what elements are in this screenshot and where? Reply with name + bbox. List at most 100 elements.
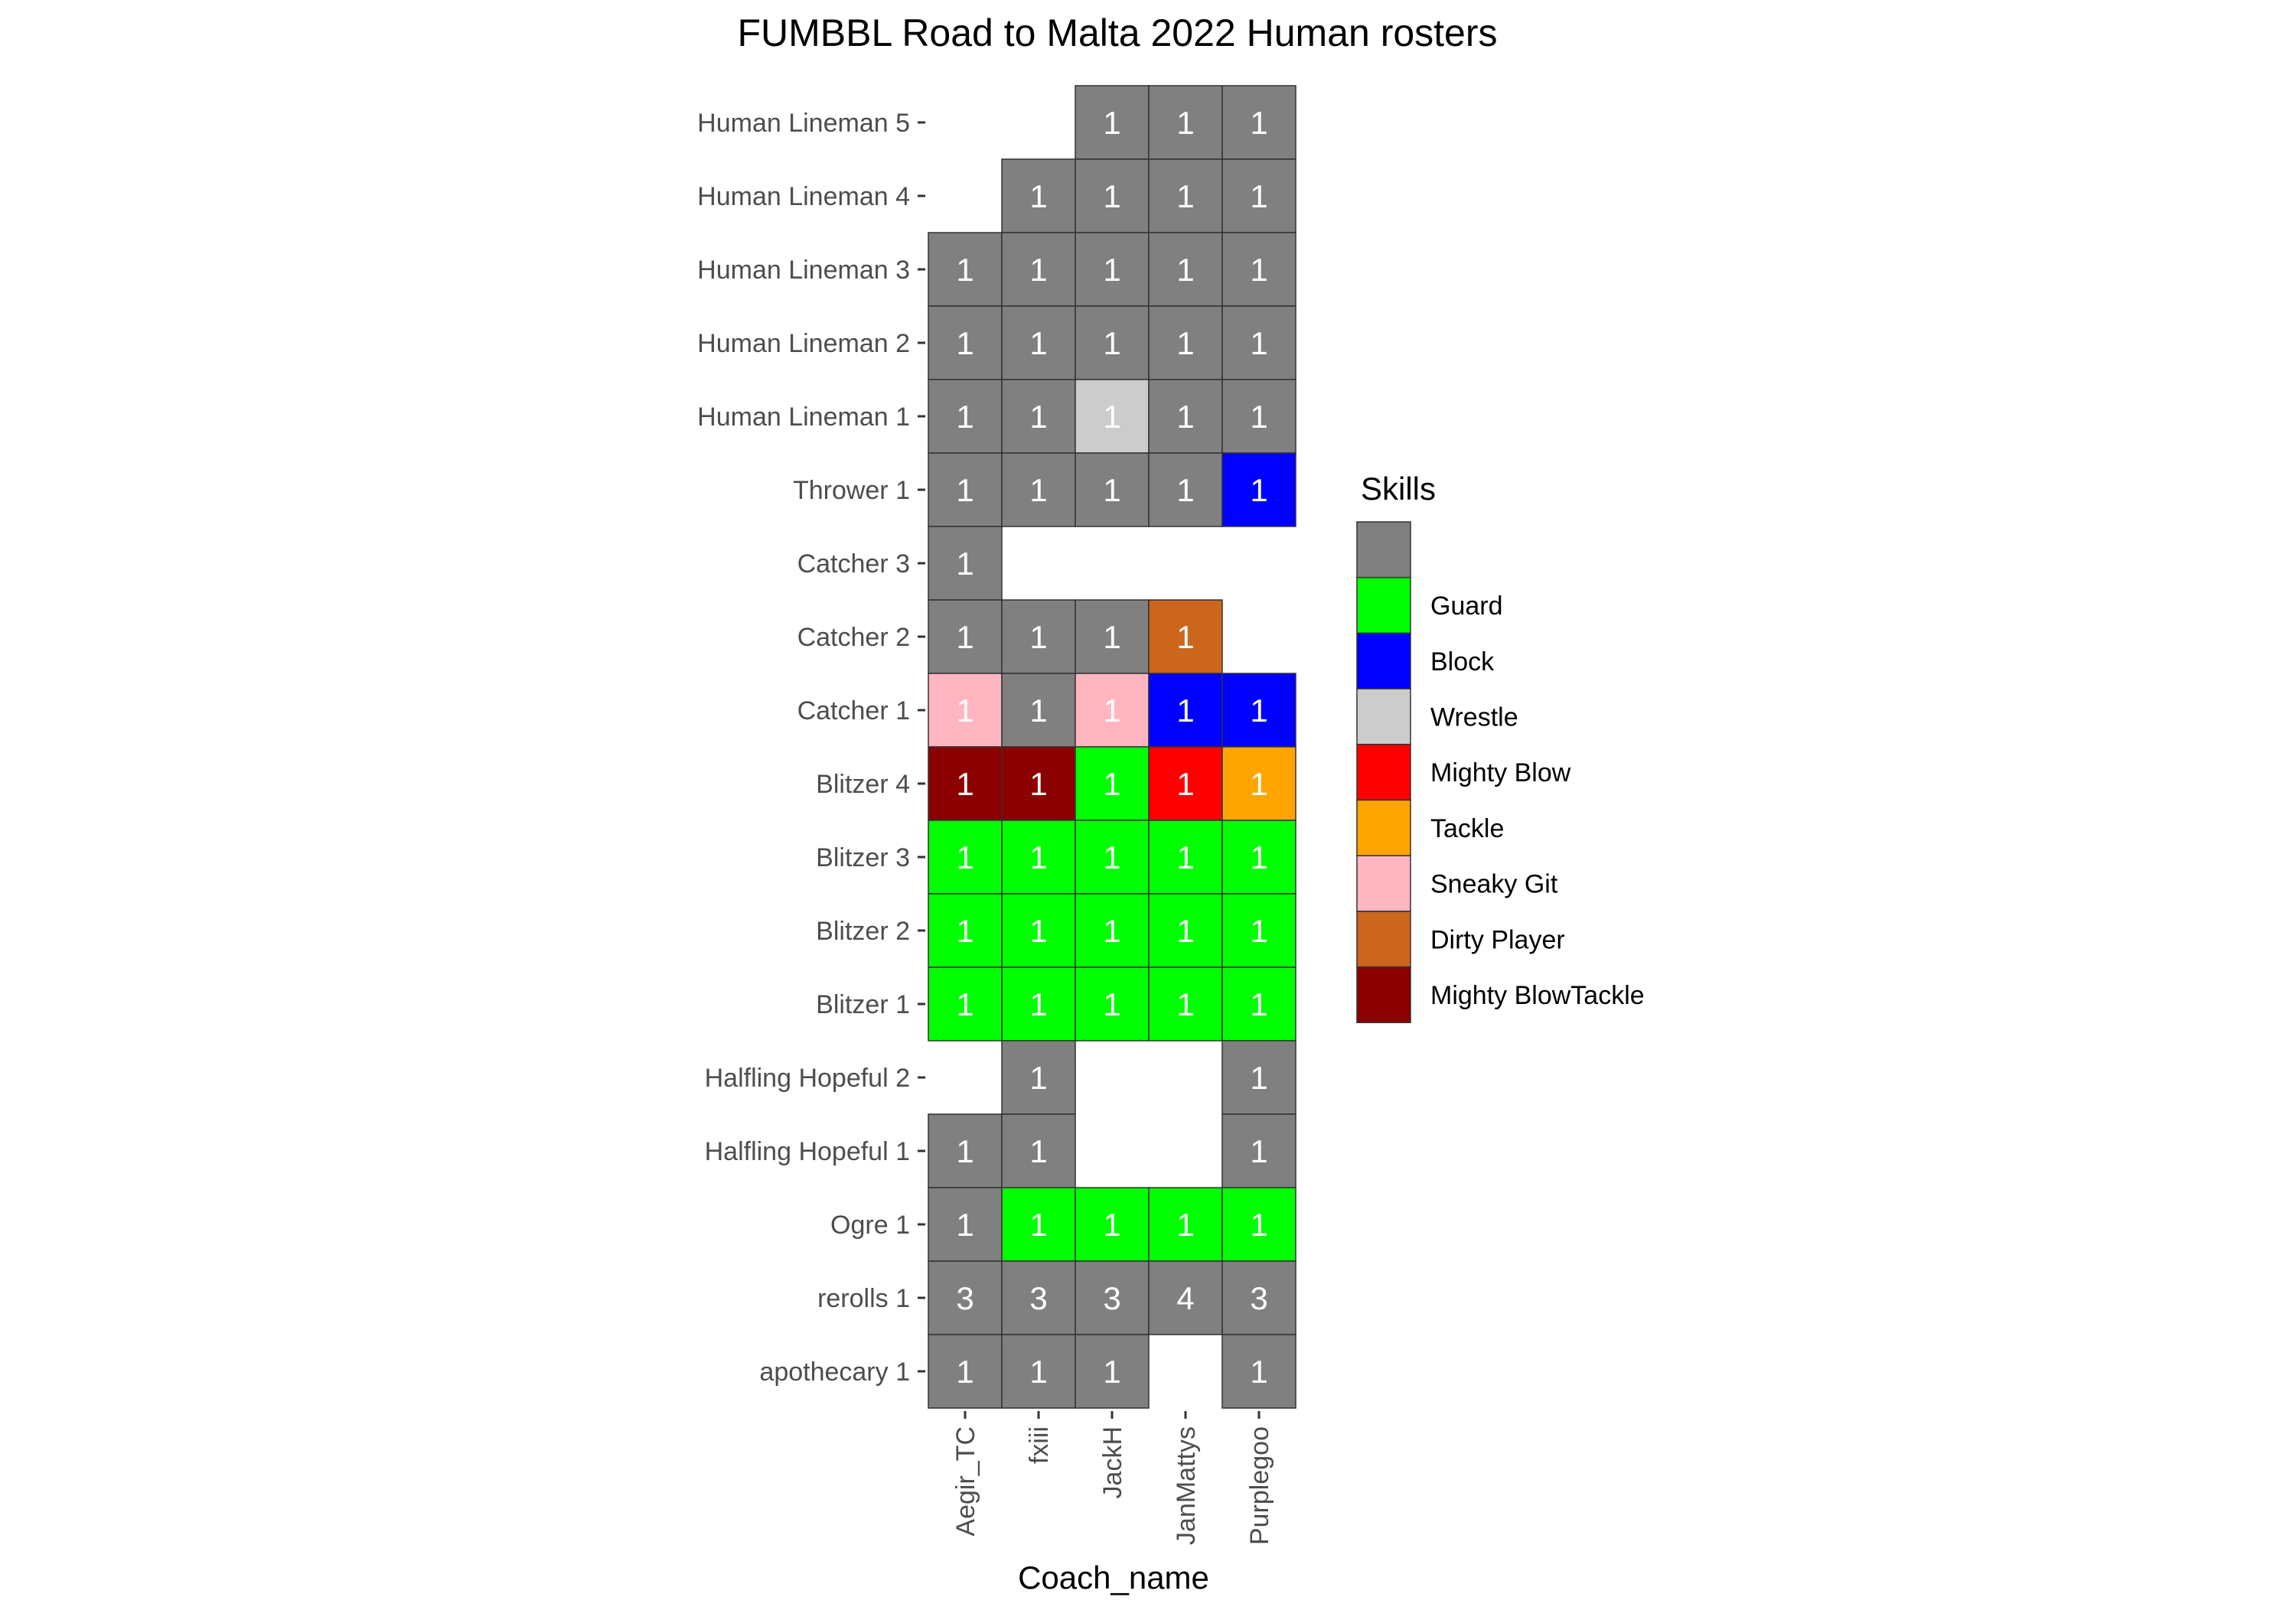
cell-value-blitzer-4-janmattys: 1 [1176, 766, 1194, 802]
legend-key-guard [1356, 576, 1411, 634]
y-tick-label-halfling-hopeful-2: Halfling Hopeful 2 [705, 1064, 910, 1093]
cell-value-blitzer-4-aegir-tc: 1 [956, 766, 974, 802]
cell-value-halfling-hopeful-1-fxiii: 1 [1029, 1133, 1047, 1169]
cell-value-human-lineman-5-jackh: 1 [1103, 105, 1120, 141]
cell-value-blitzer-4-jackh: 1 [1103, 766, 1120, 802]
cell-value-human-lineman-3-purplegoo: 1 [1250, 252, 1267, 288]
cell-value-human-lineman-1-janmattys: 1 [1176, 399, 1194, 435]
heatmap-cell-blitzer-4-fxiii [1001, 746, 1076, 821]
heatmap-cell-ogre-1-purplegoo [1221, 1187, 1296, 1262]
heatmap-cell-human-lineman-1-fxiii [1001, 379, 1076, 454]
cell-value-blitzer-1-fxiii: 1 [1029, 986, 1047, 1022]
heatmap-cell-thrower-1-jackh [1075, 452, 1150, 527]
legend-label-mighty-blow: Mighty Blow [1430, 758, 1571, 787]
legend-label-sneaky-git: Sneaky Git [1430, 870, 1558, 899]
legend-label-dirty-player: Dirty Player [1430, 925, 1565, 954]
cell-value-ogre-1-aegir-tc: 1 [956, 1207, 974, 1243]
cell-value-apothecary-1-fxiii: 1 [1029, 1354, 1047, 1390]
heatmap-cell-human-lineman-3-jackh [1075, 232, 1150, 307]
cell-value-apothecary-1-purplegoo: 1 [1250, 1354, 1267, 1390]
heatmap-cell-ogre-1-fxiii [1001, 1187, 1076, 1262]
cell-value-human-lineman-2-fxiii: 1 [1029, 325, 1047, 361]
cell-value-rerolls-1-janmattys: 4 [1176, 1280, 1194, 1316]
heatmap-cell-human-lineman-5-jackh [1075, 85, 1150, 160]
y-tick-label-human-lineman-2: Human Lineman 2 [697, 329, 910, 358]
cell-value-human-lineman-4-purplegoo: 1 [1250, 178, 1267, 214]
y-tick-label-catcher-1: Catcher 1 [797, 696, 910, 725]
heatmap-cell-apothecary-1-fxiii [1001, 1334, 1076, 1409]
heatmap-cell-human-lineman-1-jackh [1075, 379, 1150, 454]
y-tick-label-blitzer-4: Blitzer 4 [816, 770, 910, 799]
heatmap-cell-blitzer-1-jackh [1075, 966, 1150, 1041]
cell-value-catcher-1-fxiii: 1 [1029, 693, 1047, 729]
cell-value-rerolls-1-aegir-tc: 3 [956, 1280, 974, 1316]
x-tick-label-jackh: JackH [1098, 1426, 1127, 1498]
y-tick-label-apothecary-1: apothecary 1 [759, 1358, 910, 1387]
heatmap-cell-human-lineman-1-aegir-tc [928, 379, 1003, 454]
heatmap-cell-human-lineman-1-purplegoo [1221, 379, 1296, 454]
legend-key-wrestle [1356, 688, 1411, 745]
cell-value-catcher-2-aegir-tc: 1 [956, 619, 974, 655]
cell-value-catcher-2-janmattys: 1 [1176, 619, 1194, 655]
x-axis-title: Coach_name [1018, 1560, 1209, 1596]
cell-value-catcher-2-fxiii: 1 [1029, 619, 1047, 655]
heatmap-cell-blitzer-4-purplegoo [1221, 746, 1296, 821]
heatmap-cell-blitzer-3-janmattys [1148, 820, 1223, 895]
heatmap-cell-human-lineman-2-janmattys [1148, 305, 1223, 380]
cell-value-human-lineman-2-janmattys: 1 [1176, 325, 1194, 361]
heatmap-cell-halfling-hopeful-1-fxiii [1001, 1113, 1076, 1188]
cell-value-human-lineman-4-jackh: 1 [1103, 178, 1120, 214]
heatmap-cell-blitzer-1-aegir-tc [928, 966, 1003, 1041]
cell-value-thrower-1-aegir-tc: 1 [956, 472, 974, 508]
cell-value-rerolls-1-purplegoo: 3 [1250, 1280, 1267, 1316]
heatmap-cell-apothecary-1-purplegoo [1221, 1334, 1296, 1409]
cell-value-human-lineman-1-jackh: 1 [1103, 399, 1120, 435]
cell-value-blitzer-4-fxiii: 1 [1029, 766, 1047, 802]
y-tick-label-human-lineman-5: Human Lineman 5 [697, 109, 910, 138]
legend-key-tackle [1356, 799, 1411, 856]
heatmap-cell-rerolls-1-fxiii [1001, 1260, 1076, 1335]
cell-value-blitzer-3-purplegoo: 1 [1250, 839, 1267, 875]
x-tick-label-aegir-tc: Aegir_TC [951, 1426, 980, 1537]
cell-value-blitzer-3-fxiii: 1 [1029, 839, 1047, 875]
heatmap-cell-rerolls-1-jackh [1075, 1260, 1150, 1335]
cell-value-blitzer-4-purplegoo: 1 [1250, 766, 1267, 802]
heatmap-cell-thrower-1-aegir-tc [928, 452, 1003, 527]
heatmap-cell-blitzer-2-purplegoo [1221, 893, 1296, 968]
legend-label-guard: Guard [1430, 592, 1503, 621]
heatmap-cell-catcher-2-jackh [1075, 599, 1150, 674]
heatmap-cell-human-lineman-3-purplegoo [1221, 232, 1296, 307]
y-tick-label-human-lineman-3: Human Lineman 3 [697, 256, 910, 285]
cell-value-rerolls-1-fxiii: 3 [1029, 1280, 1047, 1316]
y-tick-label-catcher-2: Catcher 2 [797, 623, 910, 652]
x-axis: Aegir_TC fxiii JackH JanMattys Purplegoo [951, 1411, 1274, 1545]
legend-label-tackle: Tackle [1430, 814, 1504, 843]
y-tick-label-blitzer-1: Blitzer 1 [816, 990, 910, 1019]
heatmap-cell-human-lineman-5-purplegoo [1221, 85, 1296, 160]
y-tick-label-halfling-hopeful-1: Halfling Hopeful 1 [705, 1137, 910, 1166]
heatmap-cell-catcher-1-purplegoo [1221, 673, 1296, 748]
cell-value-blitzer-2-fxiii: 1 [1029, 913, 1047, 949]
x-tick-label-janmattys: JanMattys [1172, 1426, 1201, 1545]
cell-value-halfling-hopeful-2-fxiii: 1 [1029, 1060, 1047, 1096]
heatmap-cell-human-lineman-3-aegir-tc [928, 232, 1003, 307]
heatmap-cell-thrower-1-purplegoo [1221, 452, 1296, 527]
heatmap-cell-blitzer-3-aegir-tc [928, 820, 1003, 895]
cell-value-halfling-hopeful-1-purplegoo: 1 [1250, 1133, 1267, 1169]
heatmap-cell-catcher-1-janmattys [1148, 673, 1223, 748]
heatmap-cell-blitzer-3-jackh [1075, 820, 1150, 895]
heatmap-cell-human-lineman-1-janmattys [1148, 379, 1223, 454]
cell-value-human-lineman-3-aegir-tc: 1 [956, 252, 974, 288]
legend-key-mighty-blowtackle [1356, 966, 1411, 1024]
y-tick-label-blitzer-2: Blitzer 2 [816, 917, 910, 946]
legend-title: Skills [1361, 471, 1436, 507]
cell-value-human-lineman-5-janmattys: 1 [1176, 105, 1194, 141]
cell-value-blitzer-3-jackh: 1 [1103, 839, 1120, 875]
cell-value-human-lineman-1-aegir-tc: 1 [956, 399, 974, 435]
y-tick-label-blitzer-3: Blitzer 3 [816, 843, 910, 872]
legend-key-sneaky-git [1356, 855, 1411, 912]
cell-value-halfling-hopeful-2-purplegoo: 1 [1250, 1060, 1267, 1096]
cell-value-catcher-3-aegir-tc: 1 [956, 546, 974, 582]
